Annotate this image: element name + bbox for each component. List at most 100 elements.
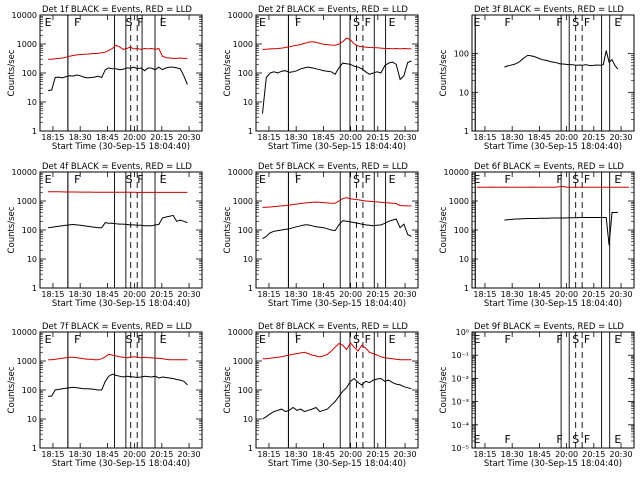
series-events-line [504,212,618,246]
x-tick-label: 18:30 [285,290,308,299]
x-tick-label: 18:30 [69,290,92,299]
x-axis-label: Start Time (30-Sep-15 18:04:40) [268,299,406,309]
y-tick-label: 10⁻² [451,374,469,383]
y-axis-label: Counts/sec [439,366,449,413]
interval-letter: E [473,173,480,186]
series-lld-line [48,191,188,193]
chart-panel-8: Det 8f BLACK = Events, RED = LLD 1 10 100 10… [223,322,419,469]
y-tick-label: 1000 [233,357,253,366]
y-tick-label: 1 [248,444,253,453]
y-tick-label: 1 [32,284,37,293]
y-tick-label: 1 [464,127,469,136]
interval-letter: E [614,16,621,29]
x-tick-label: 18:15 [41,133,64,142]
chart-title: Det 9f BLACK = Events, RED = LLD [474,322,624,332]
y-tick-label: 10000 [228,11,253,20]
y-tick-label: 10⁻⁵ [451,444,469,453]
interval-letter-bottom: F [556,433,562,446]
x-tick-label: 18:45 [312,133,335,142]
x-tick-label: 18:45 [96,450,119,459]
x-tick-label: 20:15 [582,133,605,142]
y-tick-label: 1000 [17,197,37,206]
y-tick-label: 10 [459,88,469,97]
x-tick-label: 18:30 [501,450,524,459]
chart-panel-9: Det 9f BLACK = Events, RED = LLD 10⁻⁵ 10⁻⁴… [439,322,635,469]
x-tick-label: 18:30 [69,133,92,142]
chart-panel-3: Det 3f BLACK = Events, RED = LLD 1 10 100 18… [439,5,635,152]
y-tick-label: 1 [464,284,469,293]
y-tick-label: 1 [248,284,253,293]
x-tick-label: 20:30 [394,133,417,142]
chart-title: Det 7f BLACK = Events, RED = LLD [42,322,192,332]
interval-letter: E [160,173,167,186]
interval-letter-bottom: S [572,433,579,446]
x-tick-label: 20:00 [339,290,362,299]
x-tick-label: 18:15 [473,133,496,142]
x-tick-label: 18:15 [41,290,64,299]
x-tick-label: 18:45 [96,133,119,142]
y-tick-label: 1000 [17,40,37,49]
interval-letter: F [504,333,510,346]
y-axis-label: Counts/sec [439,49,449,96]
y-axis-label: Counts/sec [7,206,17,253]
x-tick-label: 20:30 [610,133,633,142]
y-tick-label: 10 [243,98,253,107]
x-tick-label: 20:15 [582,450,605,459]
interval-letter: F [137,173,143,186]
x-axis-label: Start Time (30-Sep-15 18:04:40) [52,459,190,469]
series-events-line [262,377,412,420]
x-tick-label: 18:30 [285,133,308,142]
interval-letter: E [259,333,266,346]
y-tick-label: 10 [27,255,37,264]
x-axis-label: Start Time (30-Sep-15 18:04:40) [484,299,622,309]
y-axis-label: Counts/sec [439,206,449,253]
x-tick-label: 20:30 [178,133,201,142]
x-tick-label: 18:30 [501,133,524,142]
interval-letter: E [389,333,396,346]
x-tick-label: 18:15 [257,450,280,459]
interval-letter: E [45,16,52,29]
interval-letter: E [45,333,52,346]
x-tick-label: 18:15 [257,290,280,299]
interval-letter: F [137,333,143,346]
y-tick-label: 1 [32,127,37,136]
chart-panel-1: Det 1f BLACK = Events, RED = LLD 1 10 100 10… [7,5,203,152]
interval-letter: F [74,16,80,29]
interval-letter: F [365,173,371,186]
x-tick-label: 20:30 [610,290,633,299]
interval-letter-bottom: E [614,433,621,446]
interval-letter: S [353,173,360,186]
x-tick-label: 20:00 [555,450,578,459]
series-lld-line [262,37,412,50]
chart-title: Det 3f BLACK = Events, RED = LLD [474,5,624,15]
interval-letter: S [572,173,579,186]
plot-frame [39,171,203,289]
interval-letter: F [504,173,510,186]
chart-panel-7: Det 7f BLACK = Events, RED = LLD 1 10 100 10… [7,322,203,469]
interval-letter: S [353,16,360,29]
interval-letter: E [614,333,621,346]
y-tick-label: 100 [454,226,469,235]
interval-letter: F [556,173,562,186]
x-tick-label: 20:00 [123,290,146,299]
x-tick-label: 18:15 [41,450,64,459]
interval-letter: E [160,16,167,29]
interval-letter: S [126,173,133,186]
interval-letter: E [45,173,52,186]
x-tick-label: 18:30 [285,450,308,459]
x-tick-label: 18:45 [528,133,551,142]
x-tick-label: 18:15 [473,450,496,459]
interval-letter: F [74,333,80,346]
chart-panel-4: Det 4f BLACK = Events, RED = LLD 1 10 100 10… [7,162,203,309]
x-tick-label: 20:30 [610,450,633,459]
chart-title: Det 4f BLACK = Events, RED = LLD [42,162,192,172]
interval-letter: F [584,16,590,29]
x-tick-label: 20:15 [150,450,173,459]
chart-panel-6: Det 6f BLACK = Events, RED = LLD 1 10 100 10… [439,162,635,309]
x-axis-label: Start Time (30-Sep-15 18:04:40) [268,142,406,152]
x-axis-label: Start Time (30-Sep-15 18:04:40) [52,299,190,309]
chart-panel-2: Det 2f BLACK = Events, RED = LLD 1 10 100 10… [223,5,419,152]
plot-frame [39,14,203,132]
series-lld-line [262,342,412,361]
series-events-line [504,50,619,70]
